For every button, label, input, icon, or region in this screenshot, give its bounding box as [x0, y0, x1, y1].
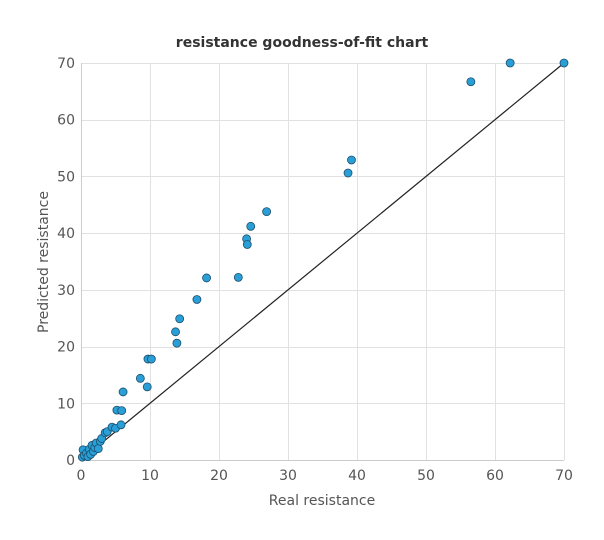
x-tick-label: 70: [555, 468, 573, 484]
data-point: [142, 382, 152, 392]
x-tick-labels: 0 10 20 30 40 50 60 70: [77, 468, 573, 484]
data-point: [171, 327, 180, 337]
data-point: [262, 207, 272, 216]
y-axis-label: Predicted resistance: [36, 191, 52, 333]
data-point: [505, 58, 515, 68]
data-point: [233, 272, 243, 282]
x-axis-label: Real resistance: [269, 493, 375, 509]
data-point: [192, 295, 202, 304]
axes: [81, 63, 564, 461]
data-point: [146, 354, 156, 364]
data-point: [466, 77, 476, 87]
data-point: [347, 155, 356, 165]
x-tick-label: 20: [210, 468, 228, 484]
data-points: [77, 58, 569, 462]
x-tick-label: 40: [348, 468, 366, 484]
y-tick-label: 0: [66, 453, 75, 469]
data-point: [559, 58, 569, 68]
data-point: [135, 373, 145, 383]
x-tick-label: 30: [279, 468, 297, 484]
x-tick-label: 50: [417, 468, 435, 484]
x-tick-label: 60: [486, 468, 504, 484]
y-tick-labels: 0 10 20 30 40 50 60 70: [57, 56, 75, 469]
data-point: [117, 406, 127, 416]
data-point: [246, 221, 256, 231]
chart-title: resistance goodness-of-fit chart: [176, 35, 429, 51]
reference-line-group: [80, 62, 565, 461]
y-tick-label: 10: [57, 396, 75, 412]
grid: [81, 63, 565, 461]
y-tick-label: 70: [57, 56, 75, 72]
y-tick-label: 50: [57, 169, 75, 185]
data-point: [172, 338, 182, 348]
data-point: [93, 444, 103, 454]
x-tick-label: 0: [77, 468, 86, 484]
data-point: [202, 273, 211, 283]
data-point: [118, 387, 128, 397]
reference-line: [80, 62, 565, 461]
x-tick-label: 10: [141, 468, 159, 484]
y-tick-label: 60: [57, 113, 75, 129]
data-point: [343, 168, 353, 178]
data-point: [116, 420, 126, 430]
data-point: [175, 314, 185, 324]
y-tick-label: 40: [57, 226, 75, 242]
data-point: [242, 240, 252, 249]
y-tick-label: 20: [57, 340, 75, 356]
y-tick-label: 30: [57, 283, 75, 299]
